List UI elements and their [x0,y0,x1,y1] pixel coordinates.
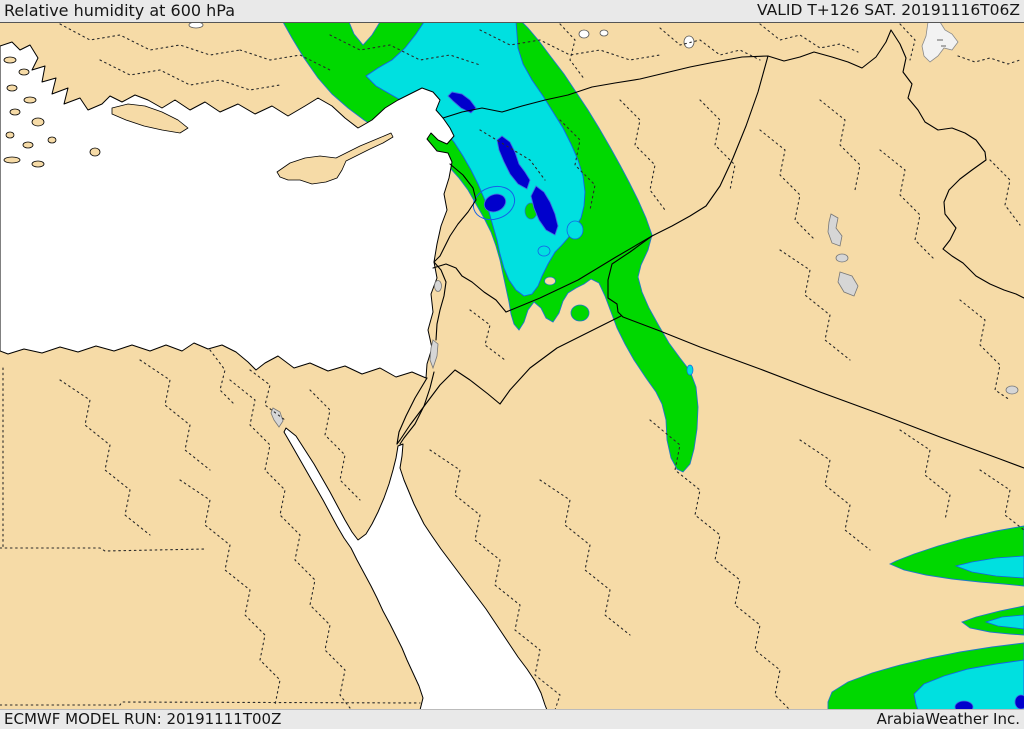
tan-hole [544,276,556,286]
blue-core [447,91,477,114]
aegean-island [31,160,45,168]
bitter-lakes [270,407,284,428]
border-lebanon-syria [433,163,477,263]
blue-core [1014,694,1024,710]
sea-of-galilee [434,280,442,292]
blue-core [530,185,559,236]
blue-core [496,135,531,190]
seas [0,41,548,710]
lake-iran [1005,385,1019,395]
admin-borders [0,23,1024,710]
lake-habbaniyah [835,253,849,263]
blue-core [954,700,974,710]
lake-turkey [578,29,590,39]
lake-turkey [599,29,609,37]
border-israel-lebanon-syria [432,263,507,313]
model-run-label: ECMWF MODEL RUN: 20191111T00Z [4,710,282,728]
aegean-island [9,108,21,116]
humidity-cyan-se [913,659,1024,710]
humidity-band-green [282,22,699,473]
border-jordan-valley [433,261,447,341]
cyan-pocket-tail [686,364,694,376]
aegean-island [3,56,17,64]
lake-tharthar [827,213,843,247]
aegean-island [6,84,18,92]
aegean-island [5,131,15,139]
lake-razzaza [837,271,859,297]
lake-urmia [921,22,959,63]
lakes [188,22,1019,428]
humidity-cyan-se [984,614,1024,630]
aegean-island [31,117,45,127]
border-syria-jordan [505,235,653,313]
country-borders [396,29,1024,469]
lake-turkey [188,22,204,29]
border-syria-iraq [651,55,769,237]
valid-time-label: VALID T+126 SAT. 20191116T06Z [757,1,1020,20]
aegean-island [22,141,34,149]
islands [3,56,394,185]
blue-core [483,193,507,213]
aegean-island [18,68,30,76]
contour-ring [472,185,516,221]
rhodes-island [111,103,189,134]
border-jordan-valley-south [399,371,435,445]
brand-label: ArabiaWeather Inc. [876,710,1020,728]
border-jordan-saudi [396,315,622,445]
mediterranean-sea [0,41,455,379]
footer-bar: ECMWF MODEL RUN: 20191111T00Z ArabiaWeat… [0,710,1024,729]
cyprus-island [276,132,394,185]
red-sea [283,427,548,710]
border-iraq-saudi [622,316,1024,469]
border-jordan-iraq [607,235,653,318]
aegean-island [23,96,37,104]
green-islet [570,304,590,322]
lake-ataturk [683,35,695,49]
map-title: Relative humidity at 600 hPa [4,1,236,20]
aegean-island [47,136,57,144]
border-israel-egypt [396,377,428,445]
humidity-cyan-se [954,555,1024,579]
dead-sea [429,339,439,370]
aegean-island [3,156,21,164]
aegean-island [89,147,101,157]
border-turkey-syria-iraq-iran [442,29,1024,299]
map-frame [0,22,1024,710]
header-bar: Relative humidity at 600 hPa VALID T+126… [0,0,1024,22]
weather-map [0,22,1024,710]
cyan-pocket [566,220,584,240]
cyan-pocket [537,245,551,257]
